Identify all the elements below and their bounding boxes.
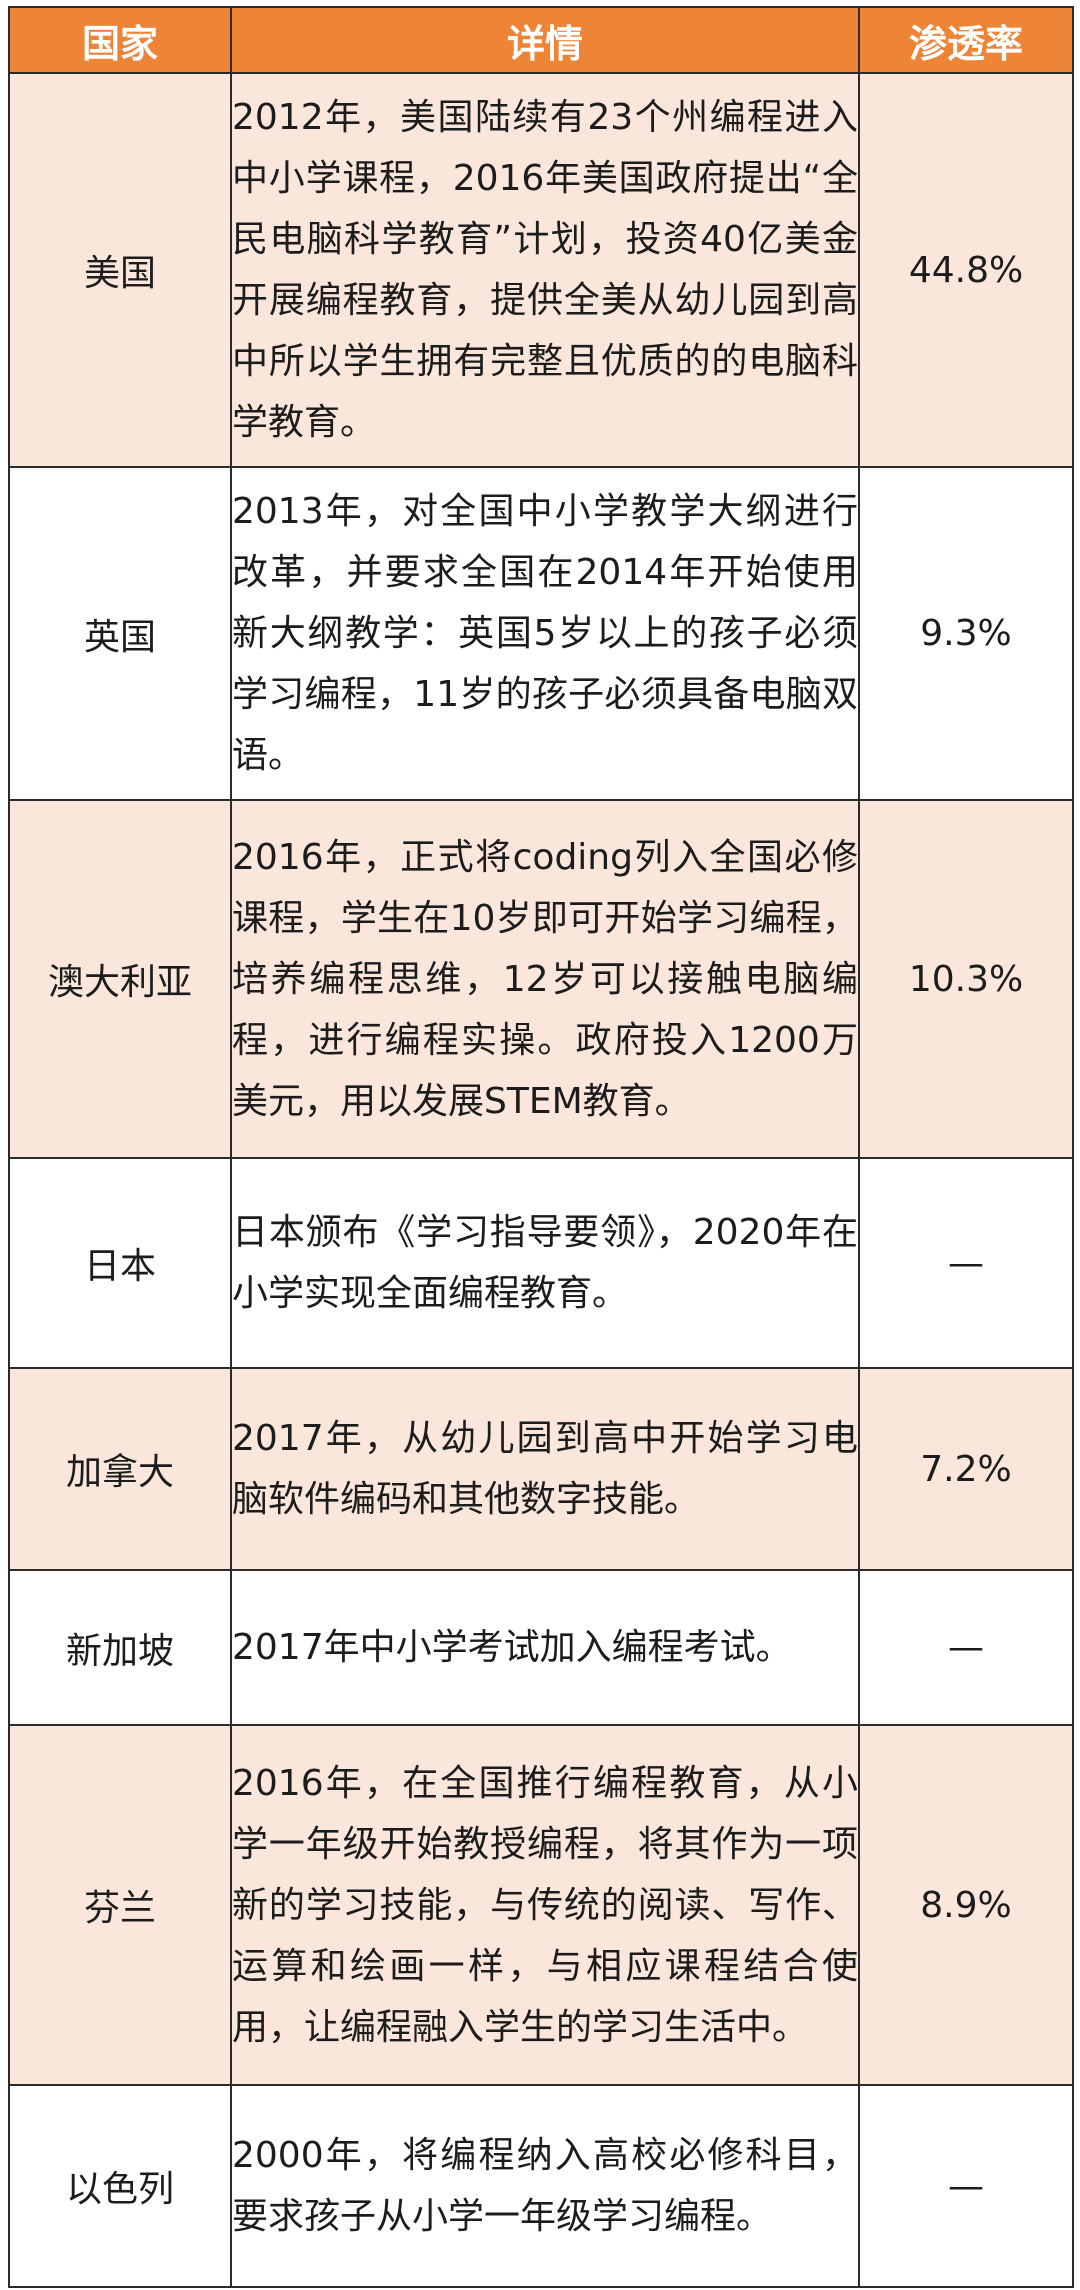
table-row: 日本 日本颁布《学习指导要领》，2020年在小学实现全面编程教育。 — (8, 1157, 1074, 1369)
country-cell: 以色列 (8, 2084, 232, 2288)
detail-cell: 2017年中小学考试加入编程考试。 (230, 1569, 860, 1726)
detail-cell: 2016年，在全国推行编程教育，从小学一年级开始教授编程，将其作为一项新的学习技… (230, 1724, 860, 2086)
header-country: 国家 (8, 6, 232, 74)
detail-cell: 2016年，正式将coding列入全国必修课程，学生在10岁即可开始学习编程，培… (230, 799, 860, 1159)
rate-cell: — (858, 2084, 1074, 2288)
rate-cell: — (858, 1569, 1074, 1726)
country-cell: 美国 (8, 72, 232, 468)
detail-cell: 2012年，美国陆续有23个州编程进入中小学课程，2016年美国政府提出“全民电… (230, 72, 860, 468)
education-policy-table: 国家 详情 渗透率 美国 2012年，美国陆续有23个州编程进入中小学课程，20… (8, 6, 1074, 2288)
country-cell: 日本 (8, 1157, 232, 1369)
country-cell: 新加坡 (8, 1569, 232, 1726)
detail-cell: 2013年，对全国中小学教学大纲进行改革，并要求全国在2014年开始使用新大纲教… (230, 466, 860, 801)
rate-cell: 9.3% (858, 466, 1074, 801)
country-cell: 澳大利亚 (8, 799, 232, 1159)
table-row: 美国 2012年，美国陆续有23个州编程进入中小学课程，2016年美国政府提出“… (8, 72, 1074, 468)
country-cell: 英国 (8, 466, 232, 801)
detail-cell: 日本颁布《学习指导要领》，2020年在小学实现全面编程教育。 (230, 1157, 860, 1369)
table-row: 澳大利亚 2016年，正式将coding列入全国必修课程，学生在10岁即可开始学… (8, 799, 1074, 1159)
detail-cell: 2017年，从幼儿园到高中开始学习电脑软件编码和其他数字技能。 (230, 1367, 860, 1571)
header-rate: 渗透率 (858, 6, 1074, 74)
header-detail: 详情 (230, 6, 860, 74)
table-row: 新加坡 2017年中小学考试加入编程考试。 — (8, 1569, 1074, 1726)
detail-cell: 2000年，将编程纳入高校必修科目，要求孩子从小学一年级学习编程。 (230, 2084, 860, 2288)
table-row: 英国 2013年，对全国中小学教学大纲进行改革，并要求全国在2014年开始使用新… (8, 466, 1074, 801)
table-row: 芬兰 2016年，在全国推行编程教育，从小学一年级开始教授编程，将其作为一项新的… (8, 1724, 1074, 2086)
rate-cell: 8.9% (858, 1724, 1074, 2086)
table-row: 以色列 2000年，将编程纳入高校必修科目，要求孩子从小学一年级学习编程。 — (8, 2084, 1074, 2288)
rate-cell: 7.2% (858, 1367, 1074, 1571)
country-cell: 芬兰 (8, 1724, 232, 2086)
rate-cell: — (858, 1157, 1074, 1369)
country-cell: 加拿大 (8, 1367, 232, 1571)
rate-cell: 10.3% (858, 799, 1074, 1159)
table-row: 加拿大 2017年，从幼儿园到高中开始学习电脑软件编码和其他数字技能。 7.2% (8, 1367, 1074, 1571)
rate-cell: 44.8% (858, 72, 1074, 468)
header-row: 国家 详情 渗透率 (8, 6, 1074, 74)
